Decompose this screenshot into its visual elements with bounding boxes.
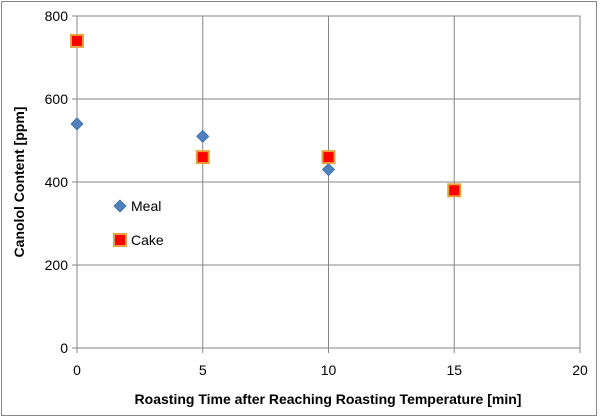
x-tick-label: 20 — [572, 362, 588, 378]
y-tick-label: 200 — [45, 257, 69, 273]
y-axis-title: Canolol Content [ppm] — [11, 107, 27, 258]
y-tick-label: 800 — [45, 8, 69, 24]
x-tick-label: 15 — [446, 362, 462, 378]
x-axis-title: Roasting Time after Reaching Roasting Te… — [135, 391, 522, 407]
x-tick-label: 0 — [73, 362, 81, 378]
legend-meal-label: Meal — [131, 198, 161, 214]
cake-point — [447, 183, 462, 198]
legend-cake-marker — [113, 233, 127, 247]
cake-point — [321, 150, 336, 165]
y-tick-label: 600 — [45, 91, 69, 107]
legend-cake-label: Cake — [131, 232, 164, 248]
x-tick-label: 5 — [199, 362, 207, 378]
meal-point — [196, 129, 210, 143]
y-tick-label: 400 — [45, 174, 69, 190]
data-points — [70, 33, 462, 198]
x-tick-label: 10 — [321, 362, 337, 378]
legend: Meal Cake — [113, 198, 164, 248]
y-tick-label: 0 — [60, 340, 68, 356]
cake-point — [195, 150, 210, 165]
cake-point — [70, 33, 84, 48]
meal-point — [70, 117, 84, 131]
legend-meal-marker — [113, 199, 127, 213]
grid-lines — [72, 15, 581, 353]
meal-point — [321, 162, 336, 177]
x-tick-labels: 0 5 10 15 20 — [73, 362, 588, 378]
y-tick-labels: 0 200 400 600 800 — [45, 8, 69, 356]
